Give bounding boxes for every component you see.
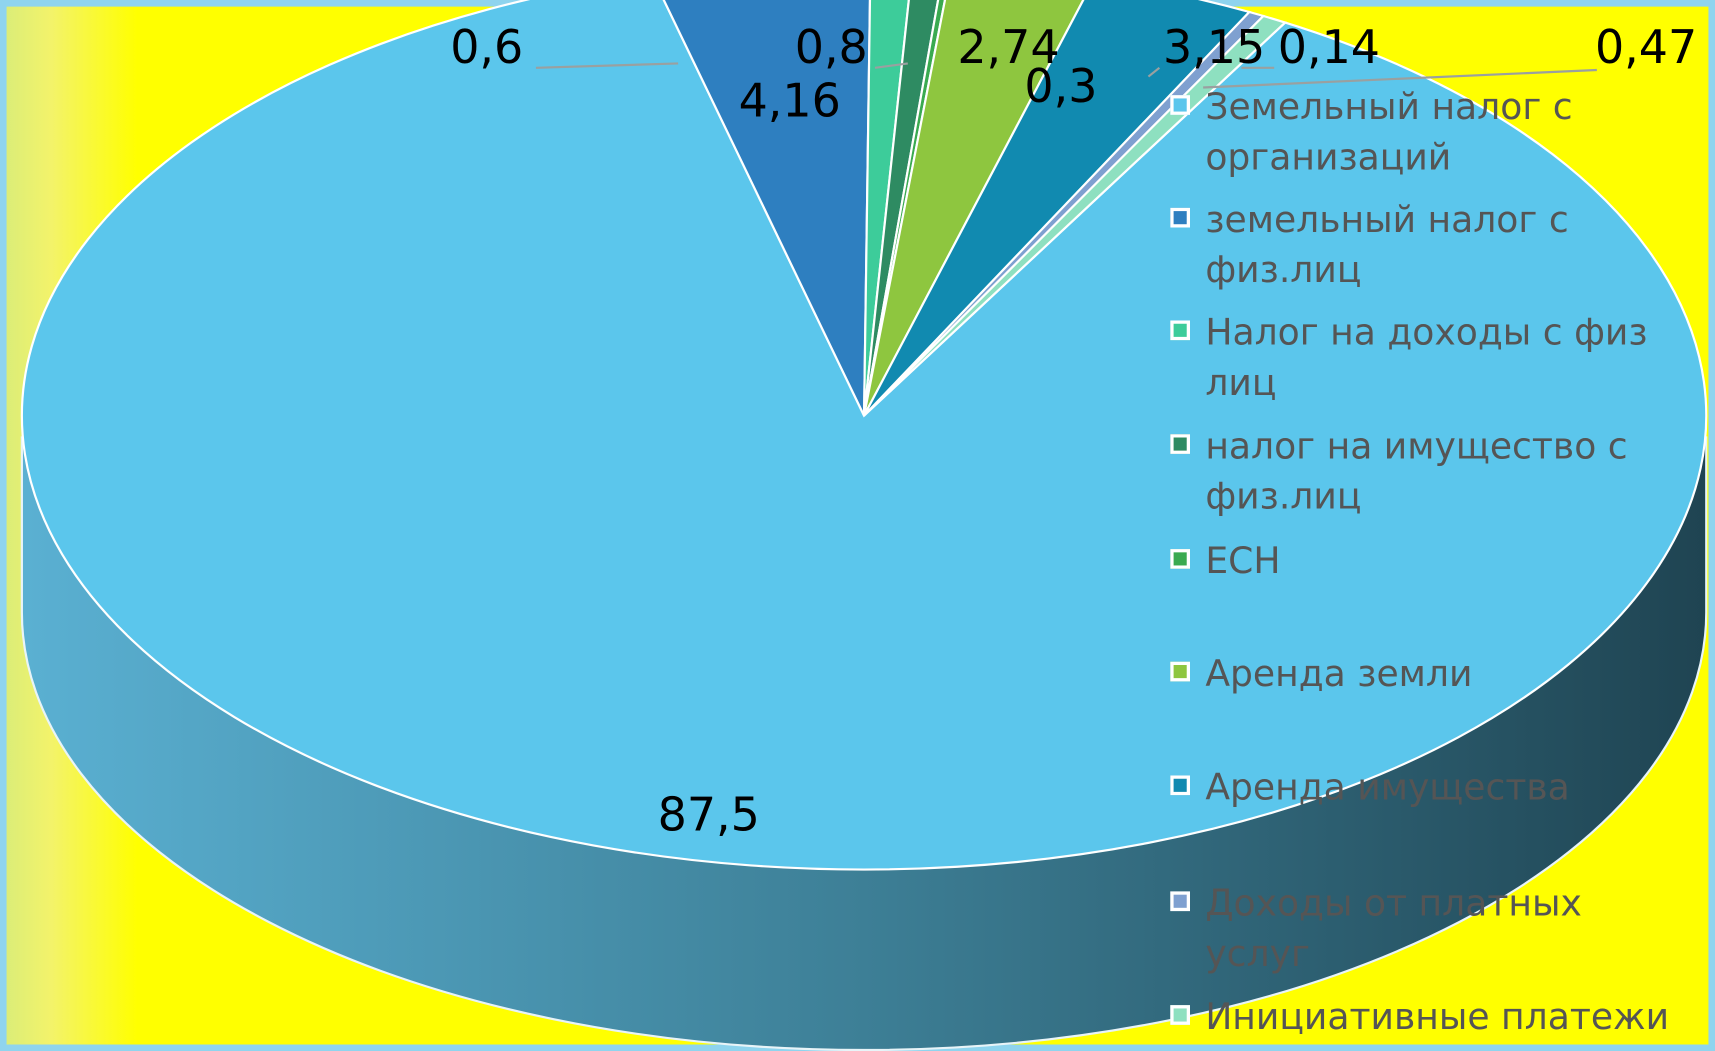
leader-line [535, 62, 679, 69]
data-label: 0,6 [450, 20, 523, 74]
legend-label: ЕСН [1205, 539, 1281, 582]
legend-label: Аренда имущества [1205, 765, 1570, 809]
legend-swatch [1170, 320, 1190, 341]
legend-label: налог на имущество с физ.лиц [1205, 424, 1628, 518]
legend-label: Аренда земли [1205, 651, 1473, 695]
legend-swatch [1170, 775, 1190, 796]
data-label: 3,15 [1163, 20, 1265, 74]
legend-label: Инициативные платежи [1205, 995, 1670, 1038]
legend-swatch [1170, 891, 1190, 912]
legend-swatch [1170, 1005, 1190, 1025]
pie-slice [662, 0, 872, 417]
data-label: 0,14 [1278, 20, 1380, 74]
data-label: 0,47 [1595, 20, 1697, 74]
pie-slice [20, 0, 1708, 871]
leader-line [1147, 66, 1161, 78]
legend-item: Аренда имущества [1170, 762, 1684, 812]
legend-label: Земельный налог с организаций [1205, 85, 1573, 179]
legend-item: Аренда земли [1170, 649, 1684, 699]
legend-item: ЕСН [1170, 536, 1684, 586]
leader-line [1203, 68, 1597, 89]
legend-item: Налог на доходы с физ лиц [1170, 307, 1684, 408]
legend-item: налог на имущество с физ.лиц [1170, 421, 1684, 522]
legend-item: Доходы от платных услуг [1170, 878, 1684, 979]
pie-slice [862, 0, 940, 416]
data-label: 0,8 [795, 20, 868, 74]
legend-label: Налог на доходы с физ лиц [1205, 310, 1648, 404]
data-label: 0,3 [1024, 59, 1097, 113]
legend-swatch [1170, 434, 1190, 454]
legend-item: Инициативные платежи [1170, 992, 1684, 1042]
pie-slice [862, 0, 1085, 417]
data-label: 2,74 [957, 20, 1059, 74]
legend-swatch [1170, 549, 1190, 569]
data-label: 4,16 [739, 73, 841, 127]
legend-label: Доходы от платных услуг [1205, 881, 1582, 975]
leader-line [874, 62, 908, 69]
legend-label: земельный налог с физ.лиц [1205, 197, 1569, 291]
legend-swatch [1170, 207, 1190, 228]
legend-swatch [1170, 661, 1190, 682]
legend-swatch [1170, 95, 1190, 115]
data-label: 87,5 [658, 788, 760, 842]
pie-slice [863, 14, 1288, 417]
legend-item: земельный налог с физ.лиц [1170, 195, 1684, 296]
legend-item: Земельный налог с организаций [1170, 82, 1684, 183]
